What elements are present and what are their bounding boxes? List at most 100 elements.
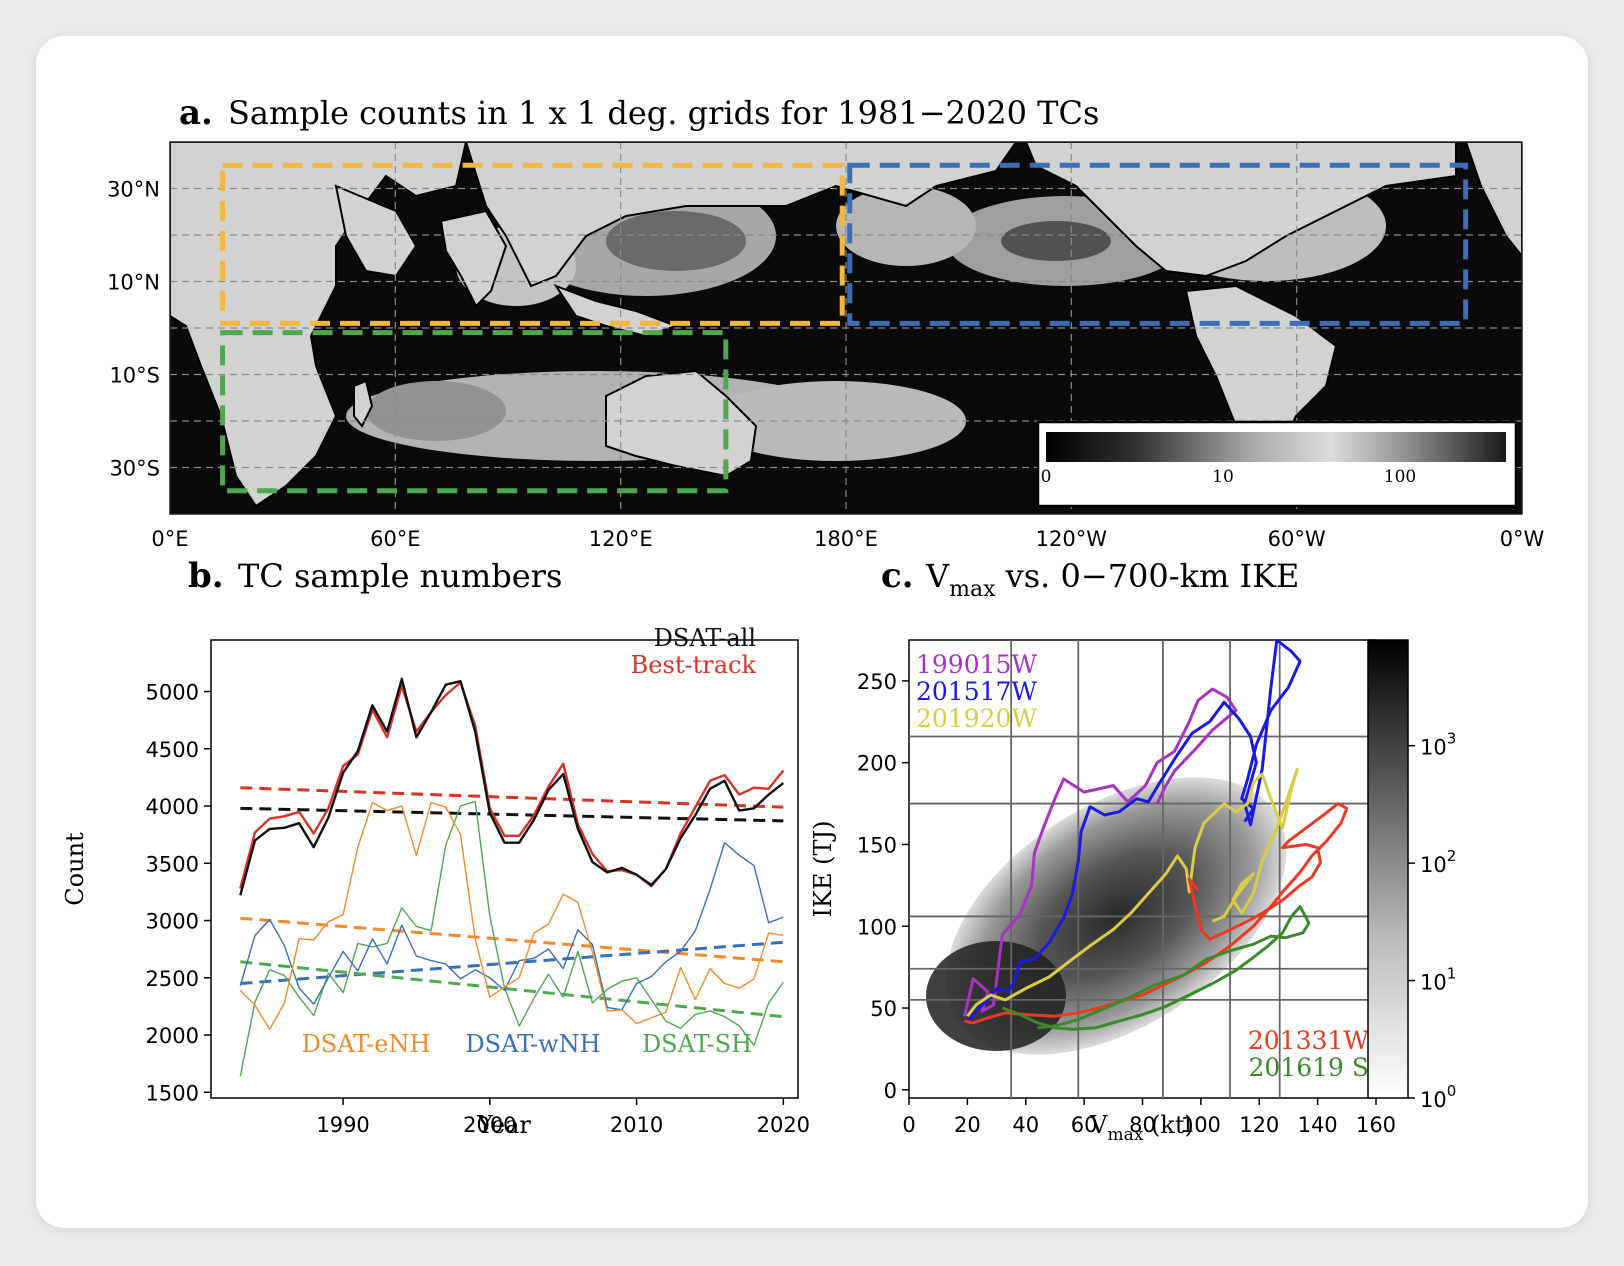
region-box-sh — [220, 330, 729, 494]
density-colorbar — [1367, 639, 1409, 1099]
region-box-enh — [220, 162, 845, 326]
panel-b-title: TC sample numbers — [238, 557, 562, 595]
xtick-label: 80 — [1129, 1113, 1156, 1137]
cbar-tick-label: 101 — [1420, 965, 1456, 995]
legend-199015w: 199015W — [916, 650, 1037, 679]
xtick-label: 0 — [902, 1113, 915, 1137]
map-axis-ticks: 0°E 60°E 120°E 180°E 120°W 60°W 0°W 30°N 10°N 10°… — [107, 178, 1544, 552]
storm-tracks — [963, 640, 1349, 1031]
map-xtick-label: 180°E — [814, 527, 878, 551]
series-dsat-sh — [239, 800, 784, 1077]
arabia-land — [334, 184, 418, 278]
trend-dsat-sh — [240, 960, 784, 1019]
ytick-label: 250 — [857, 670, 897, 694]
continents — [170, 142, 1522, 508]
xtick-label: 2020 — [757, 1113, 810, 1137]
map-xtick-label: 0°W — [1500, 527, 1545, 551]
figure-canvas: a. Sample counts in 1 x 1 deg. grids for… — [61, 93, 1545, 1145]
legend-201920w: 201920W — [916, 704, 1037, 733]
colorbar-tick-10: 10 — [1212, 467, 1234, 487]
panel-a-map: a. Sample counts in 1 x 1 deg. grids for… — [107, 93, 1544, 551]
xtick-label: 20 — [954, 1113, 981, 1137]
xtick-label: 120 — [1239, 1113, 1279, 1137]
ytick-label: 150 — [857, 833, 897, 857]
series-dsat-enh — [239, 801, 784, 1030]
colorbar-ticks: 100 101 102 103 — [1408, 730, 1456, 1112]
legend-201331w: 201331W — [1248, 1026, 1369, 1055]
australia-land — [605, 369, 758, 478]
panel-c-axes: 0 20 40 60 80 100 120 140 160 0 50 100 150 200 250 — [857, 670, 1396, 1137]
xtick-label: 160 — [1356, 1113, 1396, 1137]
track-201517w — [966, 640, 1302, 1023]
asia-land — [464, 142, 1018, 288]
series-lines — [239, 677, 785, 1077]
india-land — [439, 209, 508, 308]
legend-dsat-all: DSAT-all — [654, 624, 756, 652]
ytick-label: 2000 — [146, 1024, 199, 1048]
panel-a-letter: a. — [179, 93, 213, 133]
map-xtick-label: 60°W — [1268, 527, 1326, 551]
map-xtick-label: 60°E — [370, 527, 421, 551]
legend-201517w: 201517W — [916, 677, 1037, 706]
panel-b-letter: b. — [188, 556, 224, 596]
legend-dsat-sh: DSAT-SH — [642, 1030, 752, 1058]
track-201619s — [1001, 905, 1311, 1031]
series-dsat-all — [239, 677, 785, 896]
north-america-land — [1024, 142, 1457, 278]
map-colorbar: 0 10 100 — [1036, 420, 1518, 508]
xtick-label: 2010 — [610, 1113, 663, 1137]
xtick-label: 1990 — [316, 1113, 369, 1137]
cbar-tick-label: 100 — [1420, 1082, 1456, 1112]
map-xtick-label: 120°E — [589, 527, 653, 551]
figure-card: a. Sample counts in 1 x 1 deg. grids for… — [36, 36, 1588, 1228]
panel-b-line-chart: b. TC sample numbers 1990 2000 2010 2020 150… — [61, 556, 810, 1139]
cbar-tick-label: 102 — [1420, 847, 1456, 877]
panel-c-xlabel: Vmax (kt) — [1089, 1111, 1194, 1145]
map-frame — [169, 141, 1523, 515]
panel-b-plot-area — [210, 639, 799, 1099]
map-xtick-label: 0°E — [151, 527, 188, 551]
panel-a-title: Sample counts in 1 x 1 deg. grids for 19… — [228, 94, 1099, 132]
panel-b-axes: 1990 2000 2010 2020 1500 2000 2500 3000 3500 4000… — [146, 681, 811, 1137]
region-box-wnh — [847, 162, 1469, 326]
xtick-label: 60 — [1071, 1113, 1098, 1137]
madagascar-land — [353, 379, 374, 428]
panel-c-ylabel: IKE (TJ) — [809, 821, 837, 918]
map-ytick-label: 30°N — [107, 178, 160, 202]
ytick-label: 100 — [857, 915, 897, 939]
xtick-label: 100 — [1181, 1113, 1221, 1137]
panel-b-ylabel: Count — [61, 832, 89, 906]
europe-northeast-land — [1464, 142, 1522, 258]
graticule — [170, 142, 1522, 514]
panel-b-xlabel: Year — [476, 1111, 531, 1139]
map-ytick-label: 10°S — [109, 364, 160, 388]
cbar-tick-label: 103 — [1420, 730, 1456, 760]
map-xtick-label: 120°W — [1036, 527, 1108, 551]
panel-c-letter: c. — [881, 556, 914, 596]
ytick-label: 50 — [870, 997, 897, 1021]
trend-dsat-all — [240, 806, 784, 823]
europe-africa-land — [170, 142, 468, 508]
region-boxes — [220, 162, 1469, 494]
trend-dsat-enh — [240, 916, 784, 964]
map-ytick-label: 10°N — [107, 271, 160, 295]
legend-201619s: 201619 S — [1248, 1053, 1369, 1082]
ytick-label: 3500 — [146, 852, 199, 876]
map-content — [170, 142, 1522, 514]
colorbar-tick-0: 0 — [1041, 467, 1052, 487]
xtick-label: 140 — [1298, 1113, 1338, 1137]
ytick-label: 200 — [857, 752, 897, 776]
track-201920w — [966, 767, 1299, 1018]
panel-c-colorbar: 100 101 102 103 — [1367, 639, 1456, 1112]
trend-lines — [240, 786, 784, 1019]
ytick-label: 0 — [884, 1079, 897, 1103]
series-best-track — [239, 681, 785, 889]
legend-dsat-enh: DSAT-eNH — [302, 1030, 431, 1058]
panel-c-scatter: c. Vmax vs. 0−700-km IKE 0 20 40 60 80 100 120… — [809, 556, 1456, 1145]
trend-dsat-wnh — [240, 940, 784, 985]
panel-c-title: Vmax vs. 0−700-km IKE — [925, 557, 1299, 602]
xtick-label: 2000 — [463, 1113, 516, 1137]
track-201331w — [964, 802, 1349, 1025]
series-dsat-wnh — [239, 842, 784, 1011]
colorbar-tick-100: 100 — [1384, 467, 1416, 487]
